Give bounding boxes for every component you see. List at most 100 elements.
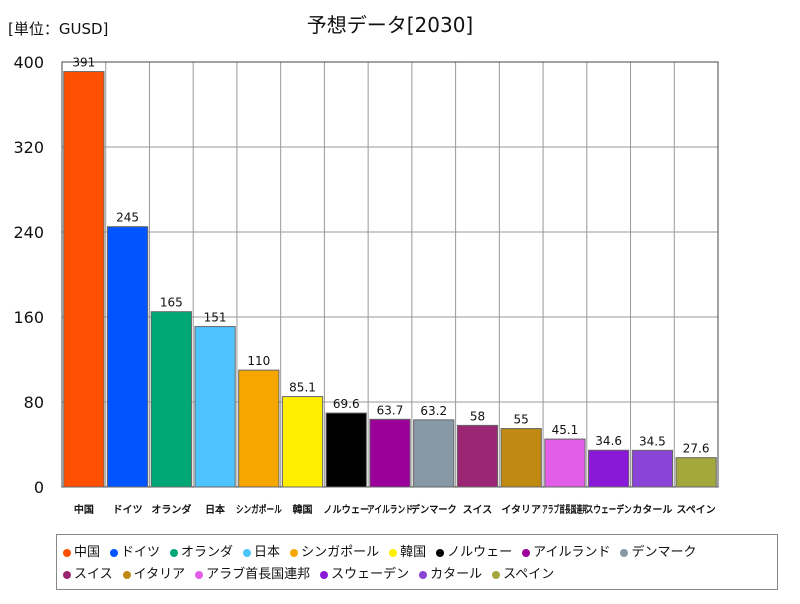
legend-item: スペイン [492,563,554,582]
unit-label: [単位：GUSD] [8,20,108,38]
x-tick-label: アラブ首長国連邦 [542,503,588,516]
data-label: 69.6 [333,397,360,411]
x-tick-label: オランダ [151,503,191,516]
legend-item: 中国 [63,541,100,560]
data-label: 27.6 [683,442,710,456]
y-tick-label: 400 [13,53,44,72]
legend-item: スウェーデン [320,563,409,582]
legend-marker [63,548,71,557]
legend-item: シンガポール [290,541,379,560]
legend-row: スイス イタリア アラブ首長国連邦 スウェーデン カタール スペイン [63,563,564,583]
legend-item: 韓国 [389,541,426,560]
x-tick-label: カタール [632,504,672,516]
legend-marker [419,570,428,579]
x-tick-label: アイルランド [367,504,413,516]
legend-label: デンマーク [631,545,697,560]
legend-label: スペイン [503,567,555,582]
legend-item: デンマーク [620,541,696,560]
labels: 0 80 160 240 320 400 391 中国 245 ドイツ 165 オランダ 151 日本 11… [13,53,715,516]
bar [675,457,717,488]
legend-marker [389,548,398,557]
legend-marker [63,570,71,579]
x-tick-label: デンマーク [411,503,457,516]
bar [325,412,367,488]
bar [238,369,280,488]
legend-label: スウェーデン [331,567,410,582]
x-tick-label: スウェーデン [586,503,632,516]
legend: 中国 ドイツ オランダ 日本 シンガポール 韓国 ノルウェー アイルランド デンマーク スイス イ… [56,534,778,590]
x-tick-label: 中国 [74,503,94,516]
bar [281,396,324,488]
chart-title: 予想データ[2030] [307,13,474,37]
legend-marker [122,570,131,579]
legend-marker [320,570,329,579]
bar [631,449,674,488]
bars [63,71,717,488]
bar [194,326,236,488]
legend-item: 日本 [243,541,280,560]
legend-row: 中国 ドイツ オランダ 日本 シンガポール 韓国 ノルウェー アイルランド デンマーク [63,541,706,561]
legend-label: 中国 [74,545,101,560]
bar [106,226,149,488]
bar [150,311,192,488]
legend-label: 韓国 [400,545,427,560]
bar [63,71,105,488]
legend-marker [243,548,252,557]
legend-label: オランダ [181,545,234,560]
y-tick-label: 80 [24,393,44,412]
legend-label: イタリア [133,567,186,582]
legend-marker [110,548,119,557]
legend-label: スイス [74,567,113,582]
x-tick-label: 日本 [205,503,226,516]
data-label: 245 [116,211,139,225]
data-label: 34.6 [595,434,622,448]
data-label: 63.2 [420,404,447,418]
legend-label: ドイツ [121,545,161,560]
legend-label: 日本 [254,545,281,560]
x-tick-label: スイス [463,504,493,516]
legend-marker [522,548,531,557]
data-label: 165 [160,296,183,310]
x-tick-label: 韓国 [293,503,313,516]
legend-item: アラブ首長国連邦 [195,563,310,582]
y-tick-label: 160 [13,308,44,327]
x-tick-label: スペイン [676,504,715,516]
y-tick-label: 240 [13,223,44,242]
data-label: 391 [72,56,95,70]
x-tick-label: シンガポール [236,503,282,516]
x-tick-label: ドイツ [113,504,143,516]
legend-item: スイス [63,563,113,582]
legend-marker [195,570,204,579]
data-label: 34.5 [639,434,666,448]
y-tick-label: 320 [13,138,44,157]
y-tick-label: 0 [34,478,44,497]
legend-item: アイルランド [522,541,610,560]
bar [413,419,455,488]
legend-item: イタリア [122,563,186,582]
legend-label: シンガポール [301,545,380,560]
legend-marker [290,548,299,557]
legend-item: オランダ [170,541,233,560]
bar [588,449,630,488]
legend-item: ドイツ [110,541,160,560]
x-tick-label: ノルウェー [323,504,369,516]
legend-marker [170,548,179,557]
legend-item: カタール [419,563,482,582]
data-label: 55 [514,413,529,427]
data-label: 58 [470,409,485,423]
legend-label: ノルウェー [447,545,513,560]
data-label: 63.7 [377,403,404,417]
legend-marker [436,548,445,557]
data-label: 151 [204,311,227,325]
legend-marker [620,548,629,557]
data-label: 45.1 [552,423,579,437]
bar [500,428,542,488]
grid-lines [61,61,719,488]
legend-label: アイルランド [533,545,611,560]
data-label: 85.1 [289,381,316,395]
data-label: 110 [247,354,270,368]
bar [369,418,411,488]
bar [544,438,586,488]
legend-label: カタール [430,567,483,582]
